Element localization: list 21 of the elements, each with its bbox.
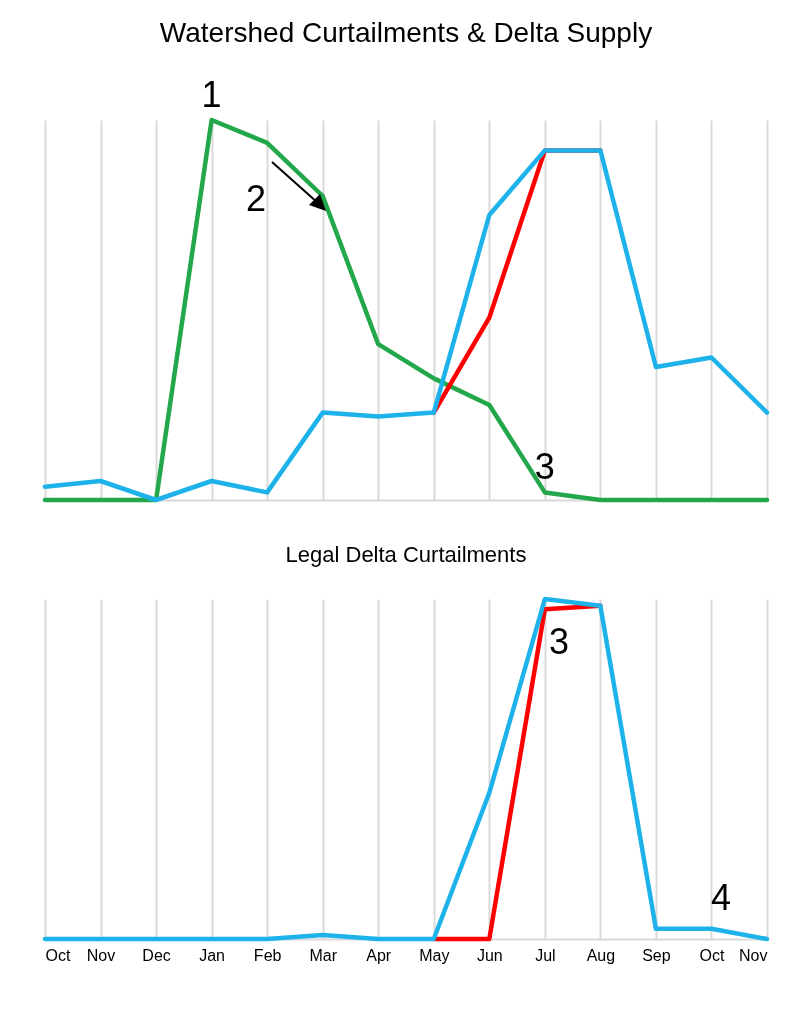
chart-title: Legal Delta Curtailments	[285, 541, 527, 567]
x-tick-label: Apr	[366, 946, 392, 964]
annotation: 4	[710, 877, 732, 918]
annotation: 3	[548, 621, 570, 662]
x-tick-label: Aug	[586, 946, 616, 964]
annotation: 2	[245, 178, 267, 219]
x-tick-label: Jan	[199, 946, 226, 964]
x-tick-label: Jul	[535, 946, 556, 964]
x-tick-label: Feb	[253, 946, 282, 964]
x-tick-label: Nov	[86, 946, 116, 964]
annotation: 3	[534, 446, 555, 488]
x-tick-label: Oct	[45, 946, 71, 964]
x-tick-label: Sep	[642, 946, 671, 964]
chart-title: Watershed Curtailments & Delta Supply	[159, 17, 653, 48]
x-tick-label: Dec	[142, 946, 171, 964]
x-tick-label: Nov	[739, 946, 768, 964]
x-tick-label: May	[419, 946, 450, 964]
x-tick-label: Jun	[476, 946, 503, 964]
x-tick-label: Mar	[309, 946, 338, 964]
x-tick-label: Oct	[699, 946, 725, 964]
annotation: 1	[201, 74, 222, 115]
